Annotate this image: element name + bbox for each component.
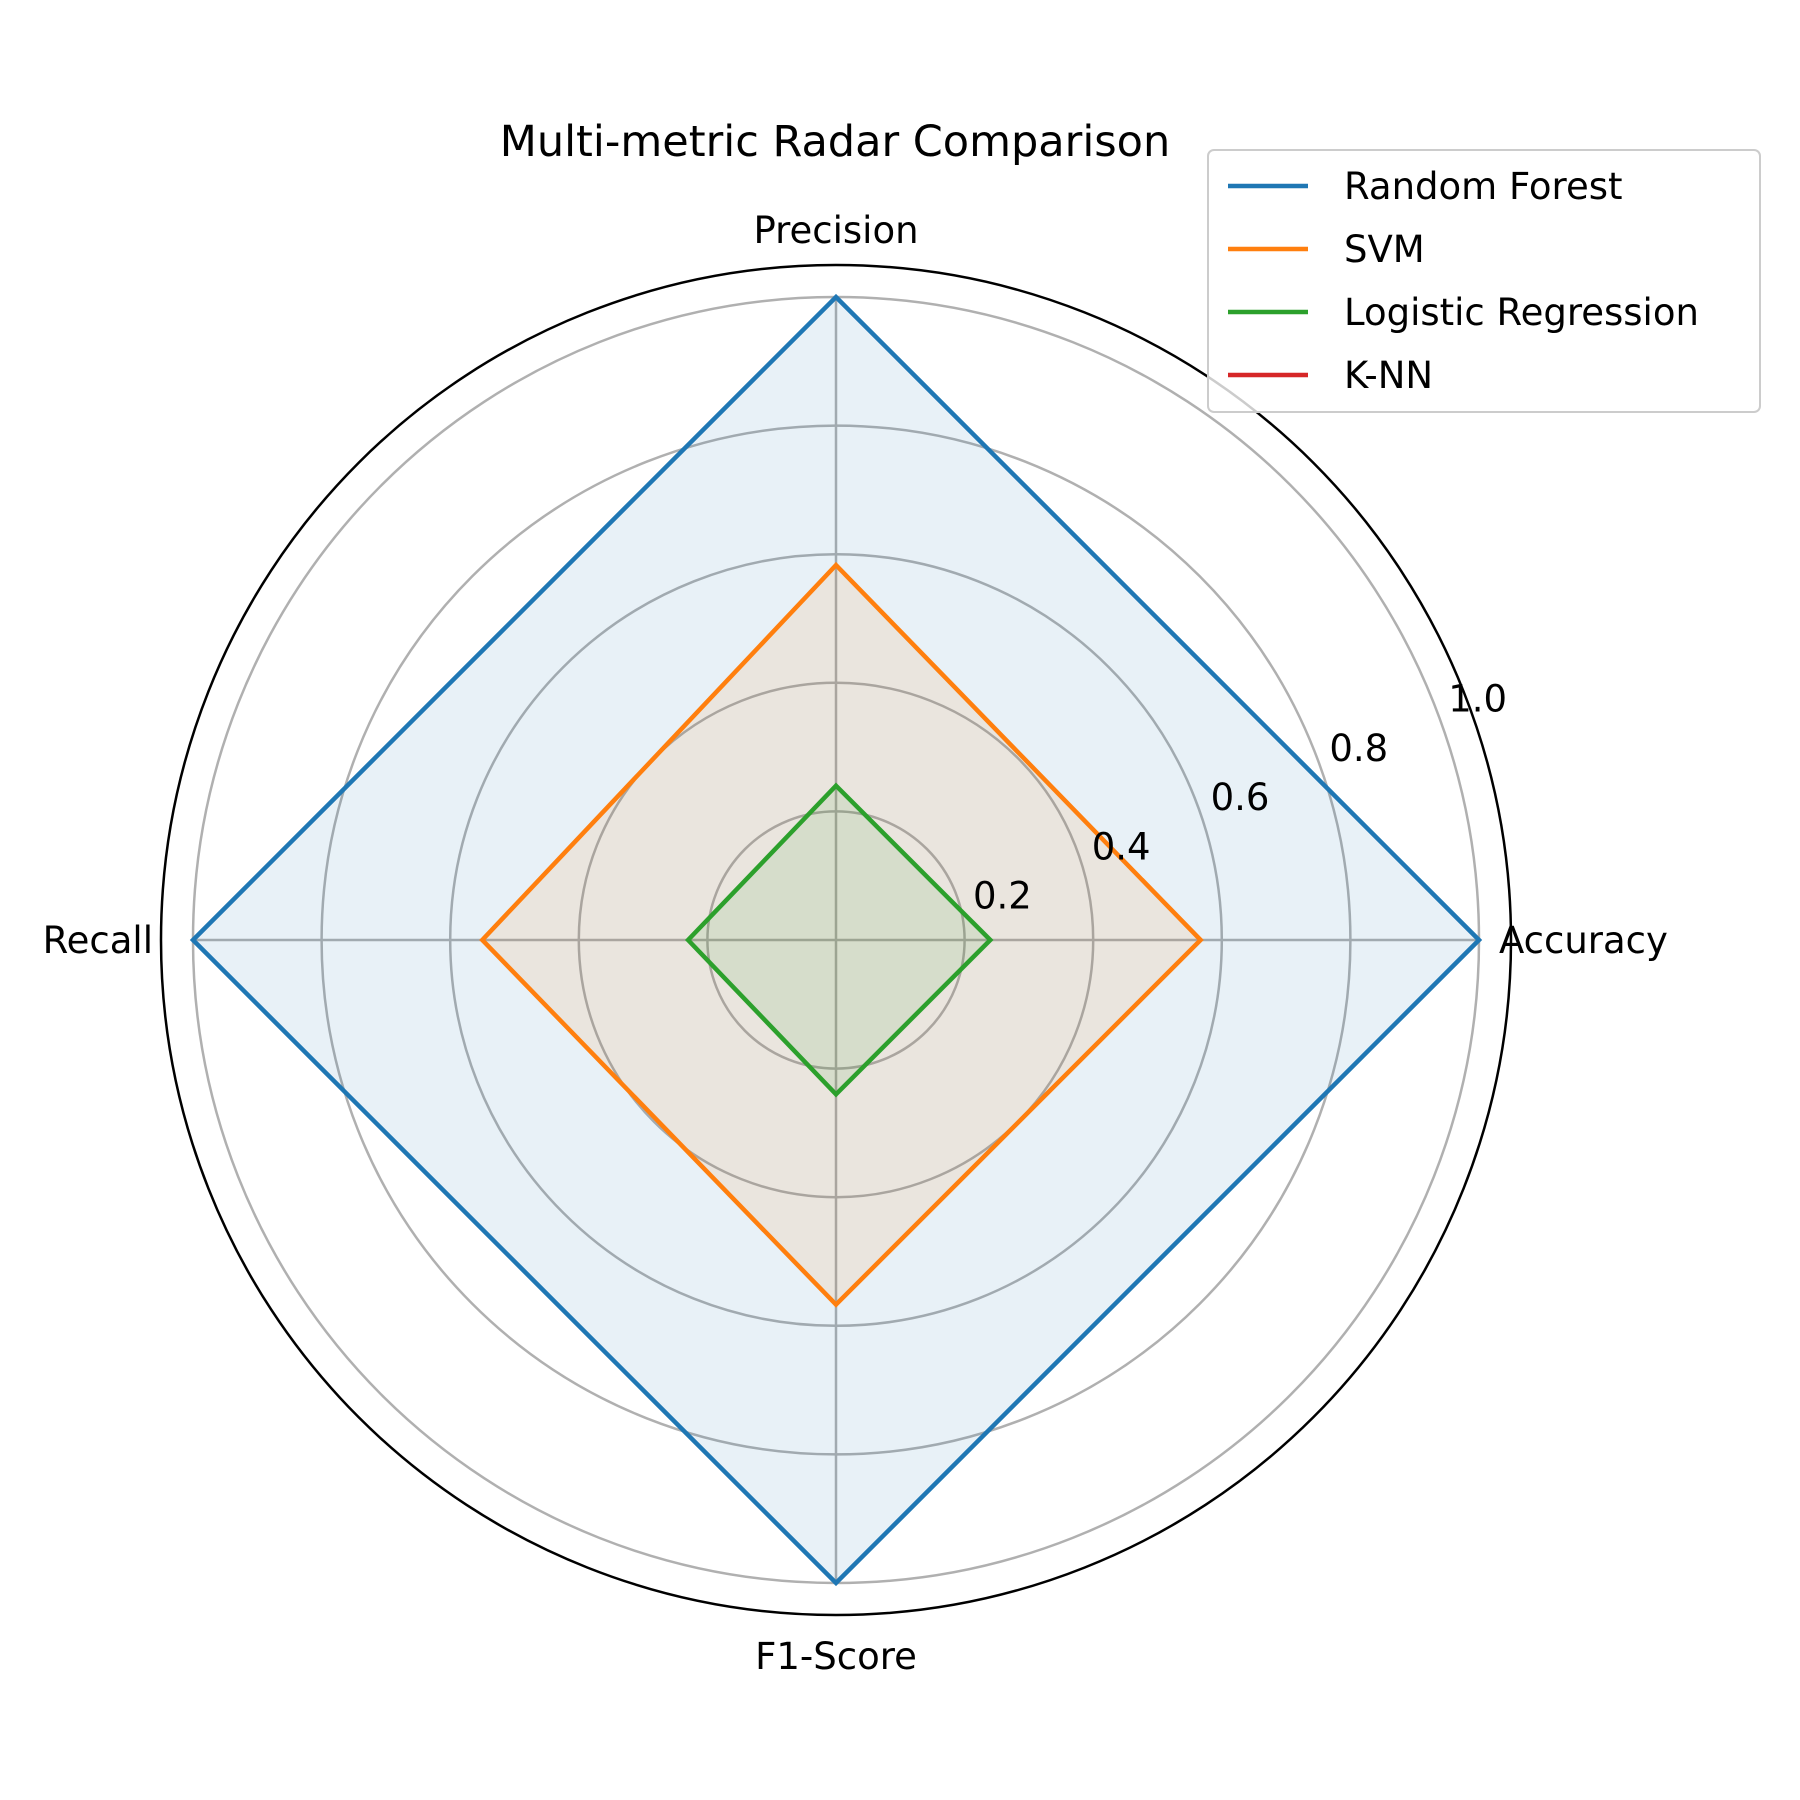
r-tick-label: 0.6: [1211, 776, 1270, 819]
legend-entry-label: SVM: [1344, 228, 1425, 271]
r-tick-label: 0.8: [1329, 727, 1388, 770]
r-tick-label: 1.0: [1448, 678, 1507, 721]
axis-label: Recall: [43, 919, 153, 962]
axis-labels: 0.2 0.4 0.6 0.8 1.0 Accuracy Precision Recall F1…: [43, 209, 1668, 1678]
series-layer: [189, 293, 1483, 1587]
legend-entry-label: Random Forest: [1344, 165, 1623, 208]
legend-box: [1207, 149, 1761, 413]
series-line: [479, 561, 1204, 1308]
series-line: [684, 782, 994, 1098]
legend-entry-label: Logistic Regression: [1344, 291, 1699, 334]
series-line: [189, 293, 1483, 1587]
axis-label: Precision: [753, 209, 918, 252]
legend-entry-label: K-NN: [1344, 354, 1433, 397]
r-tick-label: 0.4: [1092, 825, 1151, 868]
axis-label: F1-Score: [755, 1635, 917, 1678]
r-tick-label: 0.2: [973, 875, 1032, 918]
axis-label: Accuracy: [1499, 919, 1668, 962]
chart-title: Multi-metric Radar Comparison: [500, 117, 1171, 167]
polar-frame: [159, 263, 1513, 1617]
legend: Random Forest SVM Logistic Regression K-NN: [1207, 149, 1761, 413]
